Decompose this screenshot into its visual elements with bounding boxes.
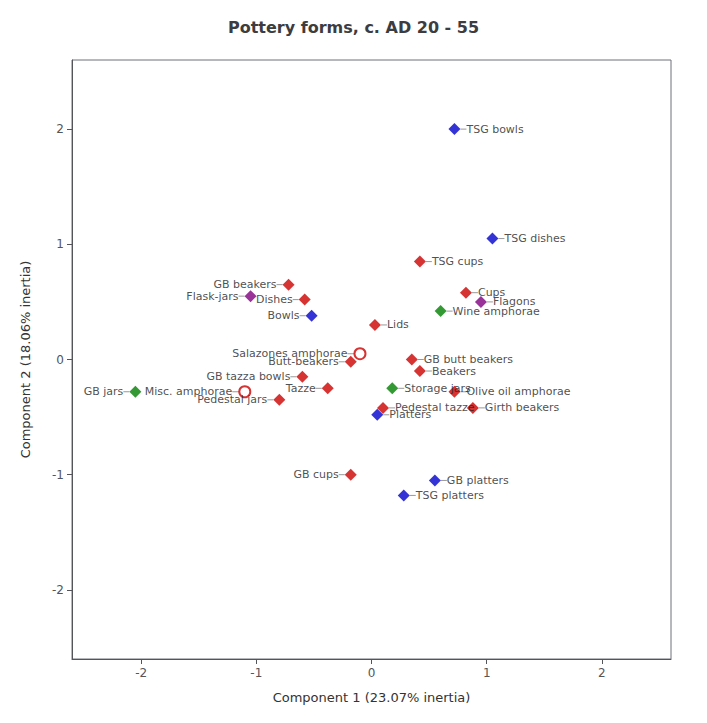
svg-text:Flask-jars: Flask-jars	[186, 290, 239, 303]
svg-text:-2: -2	[135, 666, 147, 680]
svg-text:1: 1	[483, 666, 491, 680]
svg-text:Misc. amphorae: Misc. amphorae	[145, 385, 233, 398]
svg-text:GB tazza bowls: GB tazza bowls	[206, 370, 290, 383]
svg-text:1: 1	[56, 237, 64, 251]
svg-text:Storage jars: Storage jars	[404, 382, 471, 395]
svg-text:Pottery forms, c. AD 20 - 55: Pottery forms, c. AD 20 - 55	[228, 18, 479, 37]
svg-text:TSG bowls: TSG bowls	[465, 123, 523, 136]
svg-text:GB butt beakers: GB butt beakers	[423, 353, 513, 366]
svg-text:TSG dishes: TSG dishes	[503, 232, 565, 245]
svg-text:-1: -1	[250, 666, 262, 680]
svg-text:Dishes: Dishes	[256, 293, 293, 306]
svg-text:Beakers: Beakers	[432, 365, 476, 378]
svg-text:GB platters: GB platters	[447, 474, 509, 487]
svg-text:GB beakers: GB beakers	[213, 278, 277, 292]
svg-text:0: 0	[368, 666, 376, 680]
svg-text:Component 2 (18.06% inertia): Component 2 (18.06% inertia)	[18, 261, 33, 459]
svg-text:Platters: Platters	[389, 408, 431, 421]
svg-text:2: 2	[56, 122, 64, 136]
svg-text:Flagons: Flagons	[492, 295, 536, 309]
svg-text:Butt-beakers: Butt-beakers	[268, 355, 339, 369]
svg-text:TSG platters: TSG platters	[415, 489, 484, 502]
svg-text:Cups: Cups	[478, 286, 506, 300]
svg-text:Wine amphorae: Wine amphorae	[453, 305, 540, 318]
svg-text:Pedestal jars: Pedestal jars	[197, 393, 268, 407]
svg-text:TSG cups: TSG cups	[431, 255, 484, 268]
svg-text:Pedestal tazze: Pedestal tazze	[395, 401, 475, 415]
svg-text:Olive oil amphorae: Olive oil amphorae	[466, 385, 570, 398]
svg-text:Tazze: Tazze	[285, 382, 316, 395]
svg-text:-2: -2	[52, 583, 64, 597]
svg-text:2: 2	[598, 666, 606, 680]
svg-text:Salazones amphorae: Salazones amphorae	[232, 347, 347, 360]
svg-text:Bowls: Bowls	[268, 309, 300, 322]
svg-text:0: 0	[56, 353, 64, 367]
svg-text:-1: -1	[52, 468, 64, 482]
svg-text:Girth beakers: Girth beakers	[485, 401, 560, 414]
svg-text:GB jars: GB jars	[84, 385, 124, 398]
svg-text:Component 1 (23.07% inertia): Component 1 (23.07% inertia)	[273, 690, 471, 705]
svg-text:GB cups: GB cups	[293, 468, 339, 481]
svg-text:Lids: Lids	[387, 318, 409, 331]
